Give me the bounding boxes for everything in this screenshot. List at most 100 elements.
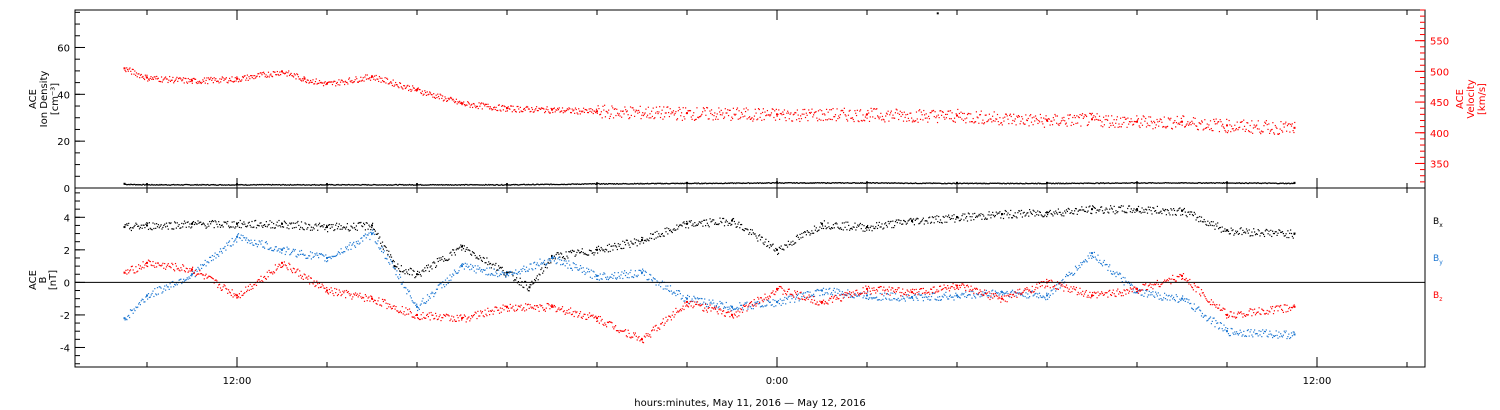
bottom-scatter-dot — [1010, 209, 1012, 212]
top-scatter-dot — [725, 112, 727, 114]
bottom-scatter-dot — [633, 238, 636, 240]
top-scatter-dot — [957, 108, 959, 111]
bottom-scatter-dot — [437, 284, 439, 286]
bottom-scatter-dot — [417, 273, 420, 276]
top-scatter-dot — [664, 112, 666, 114]
top-scatter-dot — [1176, 182, 1178, 184]
bottom-scatter-dot — [550, 260, 552, 262]
top-scatter-dot — [646, 114, 649, 116]
bottom-scatter-dot — [824, 225, 826, 227]
top-scatter-dot — [147, 184, 150, 186]
top-scatter-dot — [600, 111, 602, 113]
top-scatter-dot — [872, 182, 875, 184]
top-scatter-dot — [1077, 182, 1079, 184]
top-scatter-dot — [1201, 182, 1203, 184]
bottom-scatter-dot — [304, 254, 306, 256]
bottom-scatter-dot — [300, 253, 302, 256]
top-scatter-dot — [836, 182, 838, 184]
top-scatter-dot — [770, 182, 773, 184]
top-scatter-dot — [542, 107, 544, 110]
bottom-scatter-dot — [741, 223, 743, 226]
top-scatter-dot — [414, 89, 416, 92]
top-scatter-dot — [523, 183, 526, 185]
top-scatter-dot — [1180, 182, 1182, 184]
top-scatter-dot — [1138, 125, 1140, 127]
top-scatter-dot — [1017, 183, 1020, 185]
top-scatter-dot — [611, 183, 613, 185]
bottom-scatter-dot — [668, 228, 670, 230]
top-scatter-dot — [875, 182, 877, 184]
bottom-scatter-dot — [834, 222, 836, 225]
top-scatter-dot — [566, 183, 568, 186]
bottom-scatter-dot — [1111, 208, 1113, 210]
bottom-scatter-dot — [255, 243, 257, 245]
top-scatter-dot — [423, 93, 425, 95]
top-scatter-dot — [710, 112, 712, 115]
top-scatter-dot — [782, 111, 784, 113]
bottom-scatter-dot — [170, 286, 172, 288]
top-scatter-dot — [1021, 118, 1024, 120]
bottom-scatter-dot — [298, 254, 300, 256]
top-scatter-dot — [1224, 182, 1226, 184]
top-scatter-dot — [961, 183, 963, 185]
top-scatter-dot — [544, 183, 546, 185]
top-scatter-dot — [1031, 182, 1033, 184]
bottom-scatter-dot — [410, 297, 412, 299]
bottom-scatter-dot — [586, 267, 588, 269]
top-scatter-dot — [599, 183, 602, 185]
bottom-scatter-dot — [282, 226, 285, 228]
top-scatter-dot — [392, 184, 394, 186]
top-scatter-dot — [1050, 120, 1052, 122]
top-scatter-dot — [1196, 128, 1199, 130]
top-scatter-dot — [288, 70, 290, 72]
top-scatter-dot — [298, 78, 300, 80]
bottom-scatter-dot — [237, 225, 239, 227]
bottom-scatter-dot — [403, 270, 405, 272]
top-scatter-dot — [624, 106, 626, 108]
top-scatter-dot — [1200, 182, 1203, 184]
top-scatter-dot — [894, 182, 897, 184]
top-scatter-dot — [607, 112, 609, 114]
top-scatter-dot — [547, 183, 549, 185]
top-scatter-dot — [467, 101, 469, 103]
bottom-scatter-dot — [1043, 215, 1045, 218]
bottom-scatter-dot — [540, 268, 542, 271]
top-scatter-dot — [165, 78, 168, 80]
top-scatter-dot — [220, 78, 223, 80]
top-scatter-dot — [927, 182, 929, 184]
top-scatter-dot — [1073, 182, 1076, 184]
top-scatter-dot — [1080, 182, 1082, 184]
bottom-scatter-dot — [475, 272, 477, 274]
top-scatter-dot — [398, 183, 400, 186]
bottom-scatter-dot — [176, 222, 178, 224]
top-scatter-dot — [1045, 183, 1047, 185]
bottom-scatter-dot — [837, 226, 839, 228]
top-scatter-dot — [1025, 182, 1027, 184]
top-scatter-dot — [719, 182, 722, 185]
bottom-scatter-dot — [536, 275, 538, 277]
bottom-scatter-dot — [1257, 229, 1259, 231]
top-scatter-dot — [1202, 182, 1204, 184]
bottom-scatter-dot — [342, 252, 344, 254]
top-scatter-dot — [199, 184, 202, 186]
bottom-scatter-dot — [217, 226, 219, 228]
top-scatter-dot — [743, 182, 745, 184]
top-scatter-dot — [155, 78, 157, 80]
top-scatter-dot — [1106, 118, 1108, 121]
top-scatter-dot — [1235, 182, 1237, 185]
top-scatter-dot — [1146, 122, 1148, 124]
top-scatter-dot — [1227, 182, 1229, 184]
top-scatter-dot — [752, 182, 754, 184]
top-scatter-dot — [1213, 120, 1216, 123]
top-scatter-dot — [868, 182, 870, 184]
bottom-scatter-dot — [525, 284, 528, 286]
top-scatter-dot — [757, 182, 759, 184]
top-scatter-dot — [582, 107, 585, 109]
top-scatter-dot — [612, 183, 615, 185]
bottom-point — [416, 305, 418, 308]
bottom-scatter-dot — [1218, 228, 1220, 230]
top-scatter-dot — [263, 73, 266, 75]
top-scatter-dot — [789, 182, 791, 184]
top-scatter-dot — [988, 183, 990, 185]
top-scatter-dot — [870, 107, 872, 109]
